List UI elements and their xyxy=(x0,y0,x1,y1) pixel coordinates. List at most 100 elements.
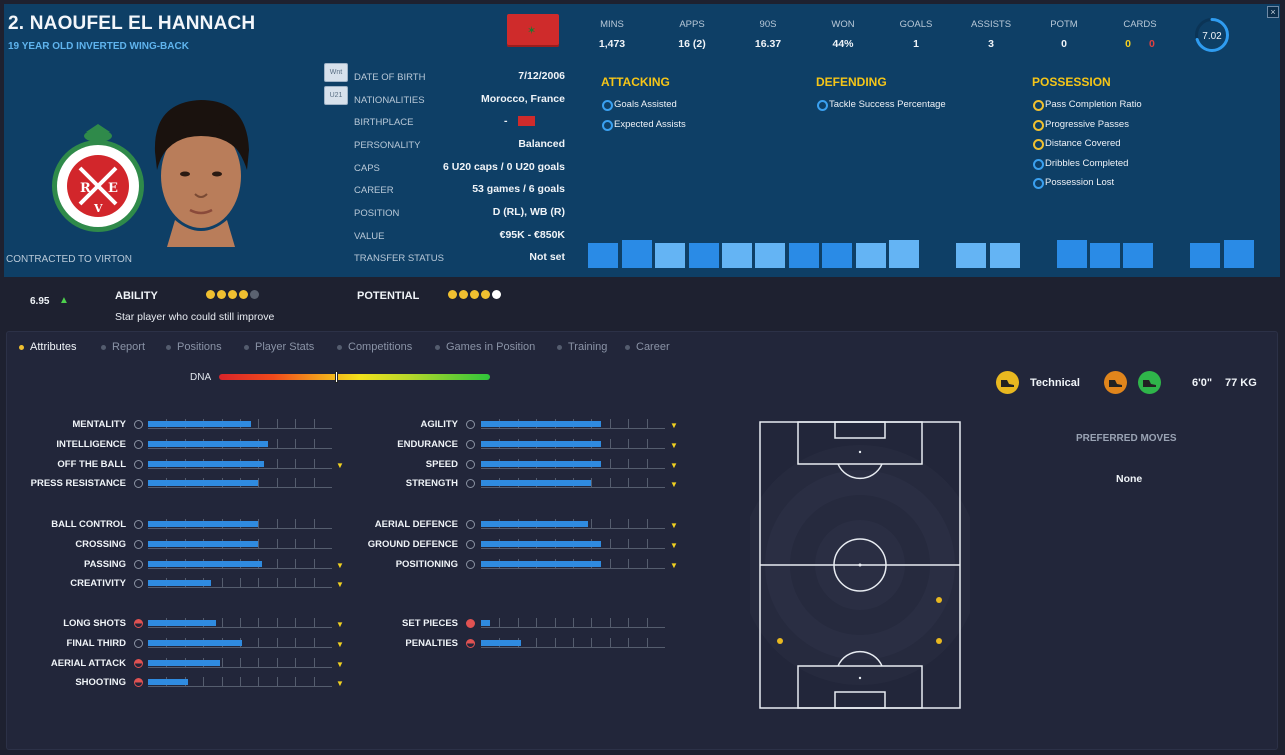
stat-option[interactable]: Expected Assists xyxy=(602,119,686,131)
wnt-button[interactable]: Wnt xyxy=(324,63,348,82)
stat-bar[interactable] xyxy=(789,243,819,268)
stat-value: 3 xyxy=(988,38,994,50)
attribute-bar xyxy=(148,438,332,449)
attribute-icon[interactable] xyxy=(466,559,475,569)
attribute-icon[interactable] xyxy=(134,658,143,668)
tab-attributes[interactable]: Attributes xyxy=(19,341,76,353)
stat-bar[interactable] xyxy=(990,243,1020,268)
arrow-down-icon: ▼ xyxy=(670,421,678,430)
bar-tick xyxy=(499,618,501,627)
attribute-icon[interactable] xyxy=(134,539,143,549)
stat-bar[interactable] xyxy=(856,243,886,268)
attribute-icon[interactable] xyxy=(134,479,143,489)
nation-flag-button[interactable]: ✶ xyxy=(507,14,559,47)
tab-training[interactable]: Training xyxy=(557,341,607,353)
stat-option[interactable]: Dribbles Completed xyxy=(1033,158,1128,170)
stat-bar[interactable] xyxy=(1057,240,1087,268)
rating-value: 7.02 xyxy=(1202,31,1222,42)
bio-value[interactable]: Morocco, France xyxy=(480,93,565,105)
tab-career[interactable]: Career xyxy=(625,341,670,353)
stat-bar[interactable] xyxy=(1090,243,1120,268)
star-icon: ✶ xyxy=(527,25,537,37)
attribute-icon[interactable] xyxy=(466,459,475,469)
stat-bar[interactable] xyxy=(1190,243,1220,268)
stat-option[interactable]: Goals Assisted xyxy=(602,99,677,111)
stat-bar[interactable] xyxy=(588,243,618,268)
left-foot-icon xyxy=(1104,371,1127,394)
star-icon xyxy=(239,290,248,299)
star-icon xyxy=(470,290,479,299)
arrow-down-icon: ▼ xyxy=(336,679,344,689)
attribute-icon[interactable] xyxy=(134,579,143,589)
stat-bar[interactable] xyxy=(1224,240,1254,268)
birthplace-text: - xyxy=(504,115,508,127)
bar-tick xyxy=(313,618,315,627)
attribute-bar xyxy=(148,677,332,688)
attribute-icon[interactable] xyxy=(134,439,143,449)
dna-marker xyxy=(334,371,338,383)
attribute-icon[interactable] xyxy=(134,619,143,628)
stat-option[interactable]: Progressive Passes xyxy=(1033,119,1129,131)
attribute-icon[interactable] xyxy=(466,520,475,529)
bar-tick xyxy=(295,637,297,647)
stat-bar[interactable] xyxy=(689,243,719,268)
arrow-down-icon: ▼ xyxy=(670,521,678,530)
rating-ring: 7.02 xyxy=(1195,18,1229,52)
stat-bar[interactable] xyxy=(1123,243,1153,268)
attribute-label: PENALTIES xyxy=(405,637,458,649)
attribute-icon[interactable] xyxy=(134,638,143,648)
attribute-icon[interactable] xyxy=(466,439,475,449)
attribute-icon[interactable] xyxy=(466,539,475,549)
attribute-icon[interactable] xyxy=(134,520,143,529)
attribute-fill xyxy=(148,620,217,626)
attribute-icon[interactable] xyxy=(466,619,475,628)
bar-tick xyxy=(240,618,241,627)
stat-bar[interactable] xyxy=(822,243,852,268)
bar-tick xyxy=(628,618,630,627)
star-icon xyxy=(228,290,237,299)
stat-bar[interactable] xyxy=(956,243,986,268)
attribute-label: ENDURANCE xyxy=(397,438,458,450)
attribute-icon[interactable] xyxy=(134,420,143,429)
stat-bar[interactable] xyxy=(722,243,752,268)
bar-tick xyxy=(276,458,278,468)
attribute-icon[interactable] xyxy=(466,479,475,489)
tab-positions[interactable]: Positions xyxy=(166,341,222,353)
u21-button[interactable]: U21 xyxy=(324,86,348,105)
arrow-down-icon: ▼ xyxy=(336,639,344,649)
contract-status: CONTRACTED TO VIRTON xyxy=(6,254,132,265)
stat-option[interactable]: Pass Completion Ratio xyxy=(1033,99,1142,111)
stat-option[interactable]: Distance Covered xyxy=(1033,138,1121,150)
potential-label: POTENTIAL xyxy=(357,290,420,302)
tab-games-in-position[interactable]: Games in Position xyxy=(435,341,535,353)
bar-tick xyxy=(313,438,315,448)
dna-label: DNA xyxy=(190,372,212,383)
stat-bar[interactable] xyxy=(889,240,919,268)
bar-tick xyxy=(295,618,297,627)
attribute-icon[interactable] xyxy=(466,638,475,648)
bar-tick xyxy=(295,578,297,588)
tab-competitions[interactable]: Competitions xyxy=(337,341,412,353)
attribute-icon[interactable] xyxy=(134,678,143,688)
stat-bar[interactable] xyxy=(655,243,685,268)
bar-tick xyxy=(591,478,593,488)
bar-tick xyxy=(628,558,630,568)
close-icon[interactable]: × xyxy=(1267,6,1279,18)
stat-label: APPS xyxy=(679,19,705,30)
attribute-icon[interactable] xyxy=(466,420,475,429)
stat-bar[interactable] xyxy=(755,243,785,268)
tab-report[interactable]: Report xyxy=(101,341,145,353)
attribute-icon[interactable] xyxy=(134,559,143,569)
tab-player-stats[interactable]: Player Stats xyxy=(244,341,314,353)
attribute-icon[interactable] xyxy=(134,459,143,469)
bar-tick xyxy=(646,558,648,568)
arrow-down-icon: ▼ xyxy=(336,560,344,570)
stat-option[interactable]: Tackle Success Percentage xyxy=(817,99,946,111)
club-crest-icon: R E V xyxy=(52,124,144,232)
arrow-down-icon: ▼ xyxy=(336,659,344,669)
bar-tick xyxy=(628,458,630,468)
stat-bar[interactable] xyxy=(622,240,652,268)
bar-tick xyxy=(646,618,648,627)
stat-option[interactable]: Possession Lost xyxy=(1033,177,1114,189)
attribute-fill xyxy=(148,480,259,487)
